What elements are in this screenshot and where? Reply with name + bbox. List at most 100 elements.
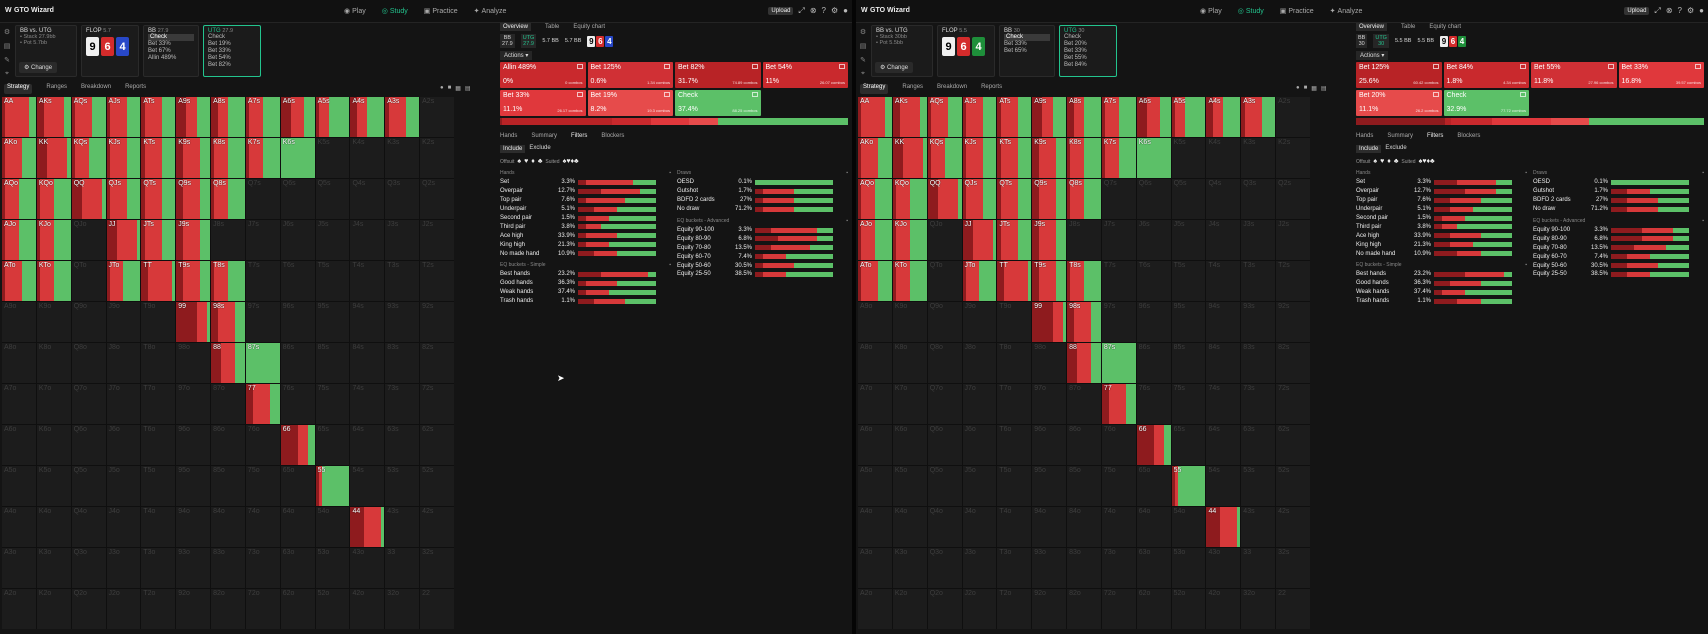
hand-cell[interactable]: J6s (1136, 220, 1171, 260)
hand-cell[interactable]: 66 (1136, 425, 1171, 465)
spot-flop[interactable]: FLOP 5.7 9 6 4 (81, 25, 139, 77)
hand-cell[interactable]: 63s (1241, 425, 1276, 465)
hand-cell[interactable]: KTs (997, 138, 1032, 178)
hand-cell[interactable]: 94s (1206, 302, 1241, 342)
hand-cell[interactable]: 22 (420, 589, 454, 629)
hand-cell[interactable]: A2s (420, 97, 454, 137)
hand-cell[interactable]: T9s (176, 261, 211, 301)
hand-cell[interactable]: 73o (1101, 548, 1136, 588)
hand-cell[interactable]: K5s (315, 138, 350, 178)
hand-cell[interactable]: A3o (2, 548, 36, 588)
hand-cell[interactable]: TT (141, 261, 176, 301)
hand-cell[interactable]: A7o (858, 384, 892, 424)
hand-cell[interactable]: 42o (350, 589, 385, 629)
hand-cell[interactable]: QJo (71, 220, 106, 260)
hand-cell[interactable]: 63s (385, 425, 420, 465)
hand-cell[interactable]: Q2o (927, 589, 962, 629)
utg-action-1[interactable]: Bet 19% (208, 41, 231, 47)
hand-cell[interactable]: 54o (1171, 507, 1206, 547)
hand-cell[interactable]: 92s (1276, 302, 1310, 342)
hand-cell[interactable]: J3o (962, 548, 997, 588)
hand-cell[interactable]: QTs (141, 179, 176, 219)
include-button[interactable]: Include (1356, 145, 1382, 153)
hand-cell[interactable]: QTo (927, 261, 962, 301)
hand-cell[interactable]: T2s (420, 261, 454, 301)
hand-cell[interactable]: 64o (1136, 507, 1171, 547)
hand-cell[interactable]: T2o (141, 589, 176, 629)
hand-cell[interactable]: K6o (892, 425, 927, 465)
hand-cell[interactable]: K3s (1241, 138, 1276, 178)
filter-row[interactable]: Equity 70-80 13.5% (677, 243, 848, 252)
range-icon[interactable]: ⌖ (5, 70, 9, 77)
tab-filters[interactable]: Filters (1427, 133, 1444, 139)
hand-cell[interactable]: JJ (962, 220, 997, 260)
filter-row[interactable]: Equity 80-90 6.8% (677, 234, 848, 243)
hand-cell[interactable]: 65s (1171, 425, 1206, 465)
hand-cell[interactable]: 94o (176, 507, 211, 547)
bb-action-0[interactable]: Check (1004, 34, 1050, 41)
utg-action-0[interactable]: Check (1064, 34, 1082, 40)
hand-cell[interactable]: 85s (1171, 343, 1206, 383)
utg-action-4[interactable]: Bet 82% (208, 62, 231, 68)
filter-row[interactable]: BDFD 2 cards 27% (1533, 196, 1704, 205)
hand-cell[interactable]: 32s (1276, 548, 1310, 588)
hand-cell[interactable]: A9o (2, 302, 36, 342)
hand-cell[interactable]: 95o (176, 466, 211, 506)
suited-combo-icon[interactable]: ♠♥♦♣ (562, 158, 579, 165)
hand-cell[interactable]: A6o (2, 425, 36, 465)
hand-cell[interactable]: K2s (1276, 138, 1310, 178)
hand-cell[interactable]: 98s (1067, 302, 1101, 342)
gear-icon[interactable]: ⚙ (1686, 6, 1695, 15)
filter-row[interactable]: King high 21.3% (500, 240, 671, 249)
hand-cell[interactable]: Q3s (385, 179, 420, 219)
hand-cell[interactable]: J7s (1101, 220, 1136, 260)
hand-cell[interactable]: AQs (71, 97, 106, 137)
hand-cell[interactable]: 96o (1032, 425, 1067, 465)
hand-cell[interactable]: A7o (2, 384, 36, 424)
hand-cell[interactable]: 64o (280, 507, 315, 547)
hand-cell[interactable]: J8s (211, 220, 245, 260)
section-menu-icon[interactable]: ▪ (1525, 262, 1527, 269)
filter-row[interactable]: No draw 71.2% (677, 205, 848, 214)
hand-cell[interactable]: 53o (1171, 548, 1206, 588)
hand-cell[interactable]: T7o (141, 384, 176, 424)
include-button[interactable]: Include (500, 145, 526, 153)
app-logo[interactable]: W GTO Wizard (5, 7, 54, 14)
hand-cell[interactable]: 97o (1032, 384, 1067, 424)
hand-cell[interactable]: Q9s (176, 179, 211, 219)
hand-cell[interactable]: 75o (245, 466, 280, 506)
section-menu-icon[interactable]: ▪ (1525, 170, 1527, 176)
hand-cell[interactable]: A4o (2, 507, 36, 547)
filter-row[interactable]: King high 21.3% (1356, 240, 1527, 249)
action-box[interactable]: Bet 20% 11.1% 26.2 combos (1356, 90, 1442, 116)
exclude-button[interactable]: Exclude (1385, 145, 1407, 151)
upload-button[interactable]: Upload (1624, 6, 1650, 15)
hand-cell[interactable]: J7o (962, 384, 997, 424)
hand-cell[interactable]: 87o (211, 384, 245, 424)
hand-cell[interactable]: Q5o (71, 466, 106, 506)
eye-icon[interactable]: ● (1296, 85, 1300, 91)
hand-cell[interactable]: 76o (1101, 425, 1136, 465)
hand-cell[interactable]: K9o (36, 302, 71, 342)
hand-cell[interactable]: AJo (2, 220, 36, 260)
hand-cell[interactable]: 65s (315, 425, 350, 465)
change-button[interactable]: ⚙ Change (875, 62, 914, 73)
filter-row[interactable]: No made hand 10.9% (500, 249, 671, 258)
spade-icon[interactable]: ♠ (1373, 158, 1378, 165)
filter-row[interactable]: Equity 25-50 38.5% (677, 270, 848, 279)
filter-row[interactable]: Ace high 33.9% (500, 231, 671, 240)
hand-cell[interactable]: Q3s (1241, 179, 1276, 219)
hand-cell[interactable]: K4o (36, 507, 71, 547)
hand-cell[interactable]: J4s (1206, 220, 1241, 260)
hand-cell[interactable]: T6o (141, 425, 176, 465)
hand-cell[interactable]: 83s (1241, 343, 1276, 383)
exclude-button[interactable]: Exclude (529, 145, 551, 151)
hand-cell[interactable]: T5o (141, 466, 176, 506)
hand-cell[interactable]: 43o (350, 548, 385, 588)
hand-cell[interactable]: 22 (1276, 589, 1310, 629)
action-box[interactable]: Bet 19% 8.2% 19.3 combos (587, 90, 673, 116)
heart-icon[interactable]: ♥ (1380, 158, 1385, 165)
hand-cell[interactable]: T2o (997, 589, 1032, 629)
hand-cell[interactable]: 72s (1276, 384, 1310, 424)
hand-cell[interactable]: 65o (1136, 466, 1171, 506)
